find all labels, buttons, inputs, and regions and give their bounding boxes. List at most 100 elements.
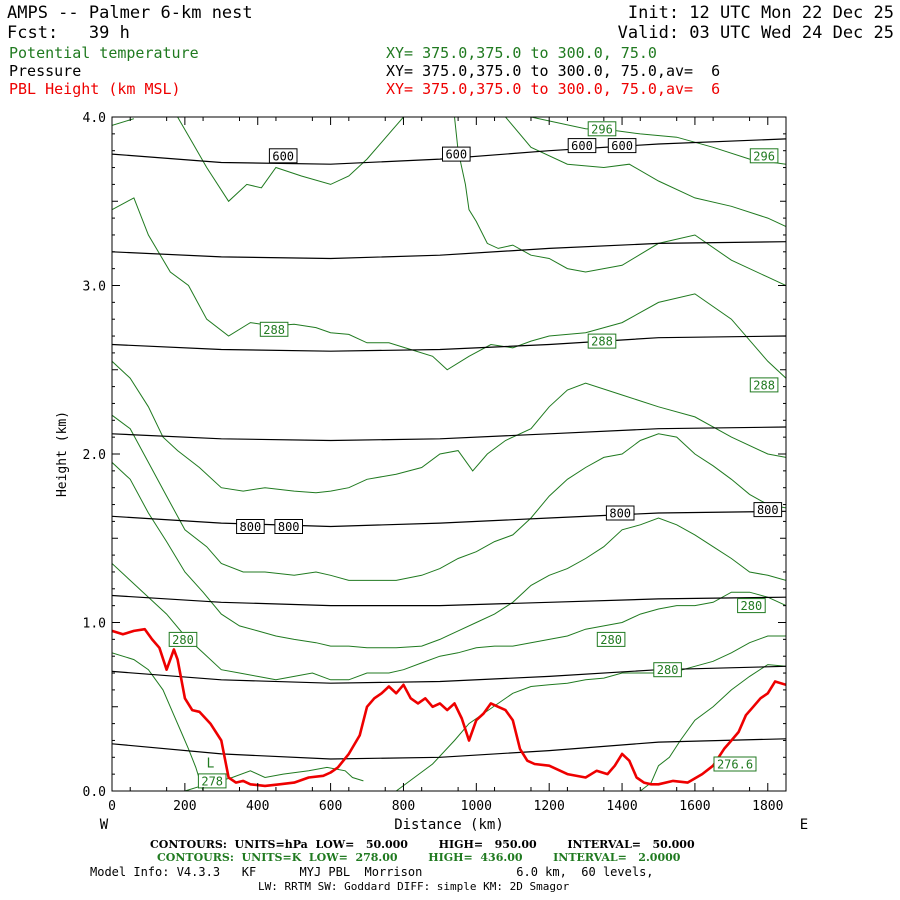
theta-label-10-text: 276.6 — [717, 758, 753, 772]
pressure-contour-750 — [112, 426, 786, 442]
theta-label-9-box — [197, 773, 227, 789]
chart-title: AMPS -- Palmer 6-km nest — [7, 3, 253, 23]
pressure-label-3-text: 600 — [611, 139, 633, 153]
theta-label-4-box — [749, 377, 779, 393]
x-axis-west-label: W — [100, 817, 109, 833]
theta-label-6: 280 — [596, 631, 626, 647]
theta-label-5-text: 280 — [172, 633, 194, 647]
pressure-label-4: 800 — [236, 519, 265, 534]
footer-physics-info: LW: RRTM SW: Goddard DIFF: simple KM: 2D… — [258, 880, 570, 893]
x-tick-label-200: 200 — [173, 799, 196, 814]
theta-label-2-text: 288 — [263, 323, 285, 337]
theta-label-1: 296 — [749, 148, 779, 164]
pressure-label-5-text: 800 — [278, 520, 300, 534]
footer-theta-contours: CONTOURS: UNITS=K LOW= 278.00 HIGH= 436.… — [157, 851, 681, 864]
legend-pbl-xy: XY= 375.0,375.0 to 300.0, 75.0,av= 6 — [386, 80, 721, 98]
theta-label-3-box — [587, 333, 617, 349]
legend-pressure-label: Pressure — [9, 62, 82, 80]
theta-label-10-box — [713, 756, 757, 772]
theta-label-5: 280 — [168, 631, 198, 647]
theta-label-7-box — [653, 662, 682, 678]
pressure-label-3: 600 — [607, 138, 637, 154]
x-tick-label-400: 400 — [246, 799, 269, 814]
contour-labels: 600 600 600 600 800 800 800 800 296 296 288 288 288 2… — [168, 121, 783, 789]
theta-label-2-box — [259, 321, 289, 337]
x-tick-label-0: 0 — [108, 799, 116, 814]
pbl-height-line — [112, 627, 786, 788]
pressure-label-7-box — [753, 502, 783, 518]
pressure-label-1-box — [442, 146, 471, 162]
forecast-hour: Fcst: 39 h — [7, 23, 130, 43]
x-tick-label-1400: 1400 — [606, 799, 637, 814]
pressure-label-4-box — [236, 519, 265, 534]
theta-label-4-text: 288 — [753, 378, 775, 392]
legend-pressure-xy: XY= 375.0,375.0 to 300.0, 75.0,av= 6 — [386, 62, 721, 80]
valid-time: Valid: 03 UTC Wed 24 Dec 25 — [617, 23, 894, 43]
theta-contour-1 — [177, 117, 404, 203]
theta-label-1-box — [749, 148, 779, 164]
init-time: Init: 12 UTC Mon 22 Dec 25 — [627, 3, 894, 23]
theta-label-3: 288 — [587, 333, 617, 349]
pressure-contour-650 — [112, 241, 786, 260]
theta-contours — [112, 117, 786, 791]
theta-label-4: 288 — [749, 377, 779, 393]
x-tick-label-800: 800 — [392, 799, 415, 814]
theta-label-0-text: 296 — [591, 122, 613, 136]
pressure-contour-600 — [112, 138, 786, 165]
pressure-contour-950 — [112, 738, 786, 760]
y-tick-label-2.0: 2.0 — [83, 448, 106, 463]
theta-contour-13 — [639, 664, 786, 791]
pressure-label-5: 800 — [274, 519, 303, 534]
legend-theta-xy: XY= 375.0,375.0 to 300.0, 75.0 — [386, 44, 657, 62]
x-tick-label-1800: 1800 — [752, 799, 783, 814]
theta-label-5-box — [168, 631, 198, 647]
theta-label-8: 280 — [737, 598, 766, 614]
theta-contour-2 — [112, 197, 786, 379]
pressure-contour-800 — [112, 510, 786, 528]
theta-label-3-text: 288 — [591, 335, 613, 349]
theta-label-1-text: 296 — [753, 149, 775, 163]
y-tick-label-3.0: 3.0 — [83, 280, 106, 295]
theta-contour-10 — [112, 652, 204, 791]
pressure-contour-700 — [112, 335, 786, 352]
axes: 0 200 400 600 800 1000 1200 1400 1600 1800 0.0 1.0 2… — [83, 111, 786, 814]
theta-contour-6 — [112, 360, 786, 494]
pressure-label-0-text: 600 — [272, 149, 294, 163]
pressure-label-0-box — [268, 148, 298, 164]
pressure-label-7-text: 800 — [757, 503, 779, 517]
theta-label-6-box — [596, 631, 626, 647]
theta-label-10: 276.6 — [713, 756, 757, 772]
pressure-label-1-text: 600 — [445, 148, 467, 162]
theta-label-7-text: 280 — [657, 663, 679, 677]
pressure-label-0: 600 — [268, 148, 298, 164]
theta-label-8-text: 280 — [741, 599, 763, 613]
pressure-label-2-text: 600 — [571, 139, 593, 153]
legend-theta-label: Potential temperature — [9, 44, 199, 62]
pressure-contour-900 — [112, 665, 786, 684]
pressure-label-3-box — [607, 138, 637, 154]
theta-label-6-text: 280 — [600, 633, 622, 647]
y-tick-label-1.0: 1.0 — [83, 617, 106, 632]
theta-low-marker: L — [206, 756, 214, 771]
pressure-label-2-box — [567, 138, 597, 154]
theta-label-2: 288 — [259, 321, 289, 337]
y-tick-label-4.0: 4.0 — [83, 111, 106, 126]
pressure-label-6: 800 — [605, 505, 635, 521]
pressure-label-1: 600 — [442, 146, 471, 162]
theta-contour-7 — [112, 414, 786, 581]
x-tick-label-1000: 1000 — [461, 799, 492, 814]
footer-pressure-contours: CONTOURS: UNITS=hPa LOW= 50.000 HIGH= 95… — [150, 838, 695, 851]
theta-contour-3 — [454, 117, 786, 286]
pressure-contour-850 — [112, 594, 786, 607]
theta-label-0-box — [587, 121, 617, 137]
theta-label-0: 296 — [587, 121, 617, 137]
y-tick-label-0.0: 0.0 — [83, 785, 106, 800]
x-tick-label-1600: 1600 — [679, 799, 710, 814]
pressure-label-6-text: 800 — [609, 507, 631, 521]
x-axis-label: Distance (km) — [394, 817, 504, 833]
pressure-contours — [112, 138, 786, 760]
y-axis-label: Height (km) — [55, 411, 70, 497]
pressure-label-4-text: 800 — [240, 520, 262, 534]
pbl-height-series — [112, 627, 786, 788]
